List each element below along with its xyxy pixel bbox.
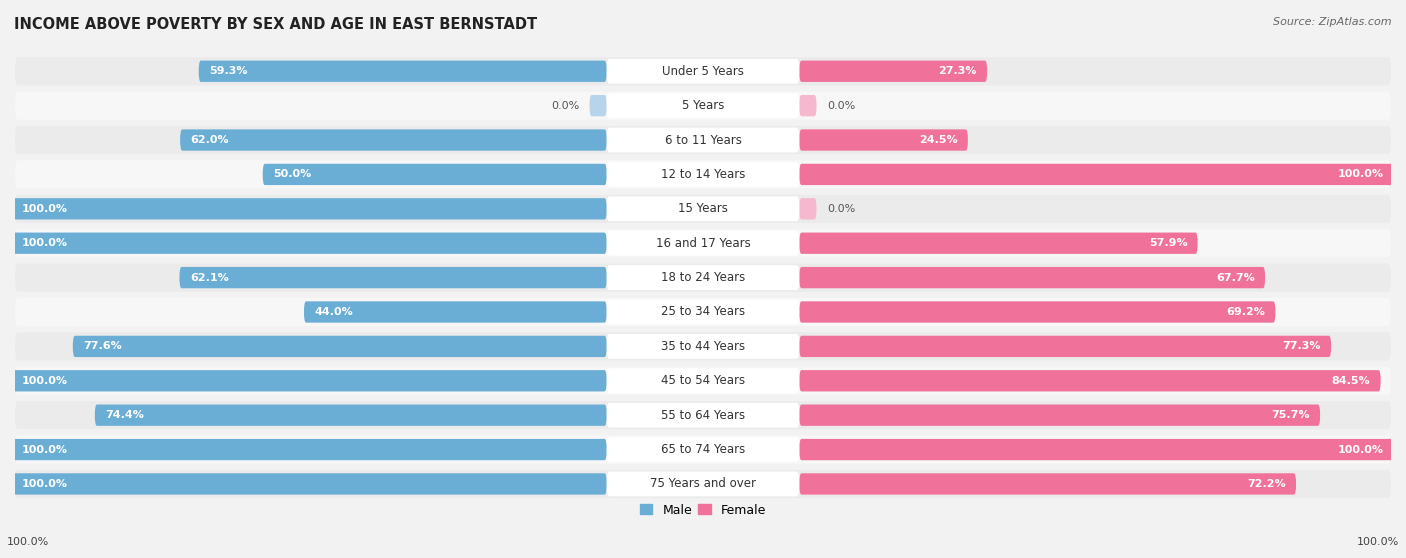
FancyBboxPatch shape	[800, 129, 967, 151]
FancyBboxPatch shape	[15, 263, 1391, 292]
FancyBboxPatch shape	[800, 439, 1406, 460]
Text: 15 Years: 15 Years	[678, 203, 728, 215]
Text: Source: ZipAtlas.com: Source: ZipAtlas.com	[1274, 17, 1392, 27]
Text: 25 to 34 Years: 25 to 34 Years	[661, 305, 745, 319]
FancyBboxPatch shape	[15, 195, 1391, 223]
Text: 6 to 11 Years: 6 to 11 Years	[665, 133, 741, 147]
Text: 77.3%: 77.3%	[1282, 341, 1320, 352]
Text: 84.5%: 84.5%	[1331, 376, 1371, 386]
FancyBboxPatch shape	[800, 301, 1275, 323]
Text: 100.0%: 100.0%	[1357, 537, 1399, 547]
FancyBboxPatch shape	[606, 162, 800, 187]
Text: 59.3%: 59.3%	[209, 66, 247, 76]
Text: 57.9%: 57.9%	[1149, 238, 1187, 248]
FancyBboxPatch shape	[606, 59, 800, 84]
Text: 69.2%: 69.2%	[1226, 307, 1265, 317]
FancyBboxPatch shape	[0, 198, 606, 219]
FancyBboxPatch shape	[0, 370, 606, 392]
Text: 55 to 64 Years: 55 to 64 Years	[661, 408, 745, 422]
Text: 75.7%: 75.7%	[1271, 410, 1310, 420]
FancyBboxPatch shape	[15, 92, 1391, 120]
FancyBboxPatch shape	[15, 160, 1391, 189]
FancyBboxPatch shape	[15, 401, 1391, 429]
FancyBboxPatch shape	[606, 403, 800, 427]
Text: 5 Years: 5 Years	[682, 99, 724, 112]
FancyBboxPatch shape	[73, 336, 606, 357]
Text: 35 to 44 Years: 35 to 44 Years	[661, 340, 745, 353]
FancyBboxPatch shape	[589, 95, 606, 116]
Legend: Male, Female: Male, Female	[636, 499, 770, 522]
FancyBboxPatch shape	[15, 229, 1391, 257]
Text: 0.0%: 0.0%	[827, 100, 855, 110]
FancyBboxPatch shape	[606, 93, 800, 118]
FancyBboxPatch shape	[0, 233, 606, 254]
Text: 0.0%: 0.0%	[551, 100, 579, 110]
Text: 62.0%: 62.0%	[190, 135, 229, 145]
FancyBboxPatch shape	[800, 233, 1198, 254]
FancyBboxPatch shape	[0, 439, 606, 460]
FancyBboxPatch shape	[15, 57, 1391, 85]
FancyBboxPatch shape	[800, 267, 1265, 288]
FancyBboxPatch shape	[606, 300, 800, 324]
Text: 12 to 14 Years: 12 to 14 Years	[661, 168, 745, 181]
FancyBboxPatch shape	[304, 301, 606, 323]
FancyBboxPatch shape	[800, 198, 817, 219]
FancyBboxPatch shape	[800, 336, 1331, 357]
Text: 100.0%: 100.0%	[22, 238, 67, 248]
FancyBboxPatch shape	[606, 231, 800, 256]
FancyBboxPatch shape	[15, 126, 1391, 154]
FancyBboxPatch shape	[800, 473, 1296, 494]
FancyBboxPatch shape	[263, 163, 606, 185]
Text: 18 to 24 Years: 18 to 24 Years	[661, 271, 745, 284]
FancyBboxPatch shape	[800, 95, 817, 116]
Text: 100.0%: 100.0%	[1339, 445, 1384, 455]
FancyBboxPatch shape	[198, 61, 606, 82]
Text: 67.7%: 67.7%	[1216, 273, 1254, 282]
FancyBboxPatch shape	[606, 128, 800, 152]
FancyBboxPatch shape	[800, 163, 1406, 185]
Text: 24.5%: 24.5%	[920, 135, 957, 145]
FancyBboxPatch shape	[800, 370, 1381, 392]
FancyBboxPatch shape	[180, 267, 606, 288]
FancyBboxPatch shape	[606, 437, 800, 462]
Text: 77.6%: 77.6%	[83, 341, 122, 352]
Text: 27.3%: 27.3%	[938, 66, 977, 76]
Text: 16 and 17 Years: 16 and 17 Years	[655, 237, 751, 250]
Text: 100.0%: 100.0%	[1339, 170, 1384, 180]
FancyBboxPatch shape	[180, 129, 606, 151]
Text: 65 to 74 Years: 65 to 74 Years	[661, 443, 745, 456]
FancyBboxPatch shape	[606, 265, 800, 290]
Text: Under 5 Years: Under 5 Years	[662, 65, 744, 78]
FancyBboxPatch shape	[15, 470, 1391, 498]
FancyBboxPatch shape	[606, 472, 800, 497]
Text: 45 to 54 Years: 45 to 54 Years	[661, 374, 745, 387]
FancyBboxPatch shape	[15, 367, 1391, 395]
FancyBboxPatch shape	[606, 334, 800, 359]
FancyBboxPatch shape	[606, 196, 800, 221]
Text: 0.0%: 0.0%	[827, 204, 855, 214]
FancyBboxPatch shape	[94, 405, 606, 426]
Text: 50.0%: 50.0%	[273, 170, 311, 180]
FancyBboxPatch shape	[15, 332, 1391, 360]
Text: 74.4%: 74.4%	[105, 410, 143, 420]
Text: 100.0%: 100.0%	[22, 204, 67, 214]
Text: 100.0%: 100.0%	[22, 479, 67, 489]
FancyBboxPatch shape	[15, 435, 1391, 464]
Text: 100.0%: 100.0%	[7, 537, 49, 547]
FancyBboxPatch shape	[15, 298, 1391, 326]
Text: 62.1%: 62.1%	[190, 273, 229, 282]
FancyBboxPatch shape	[800, 405, 1320, 426]
Text: 100.0%: 100.0%	[22, 376, 67, 386]
FancyBboxPatch shape	[0, 473, 606, 494]
Text: INCOME ABOVE POVERTY BY SEX AND AGE IN EAST BERNSTADT: INCOME ABOVE POVERTY BY SEX AND AGE IN E…	[14, 17, 537, 32]
Text: 100.0%: 100.0%	[22, 445, 67, 455]
Text: 75 Years and over: 75 Years and over	[650, 478, 756, 490]
Text: 44.0%: 44.0%	[315, 307, 353, 317]
Text: 72.2%: 72.2%	[1247, 479, 1285, 489]
FancyBboxPatch shape	[606, 368, 800, 393]
FancyBboxPatch shape	[800, 61, 987, 82]
